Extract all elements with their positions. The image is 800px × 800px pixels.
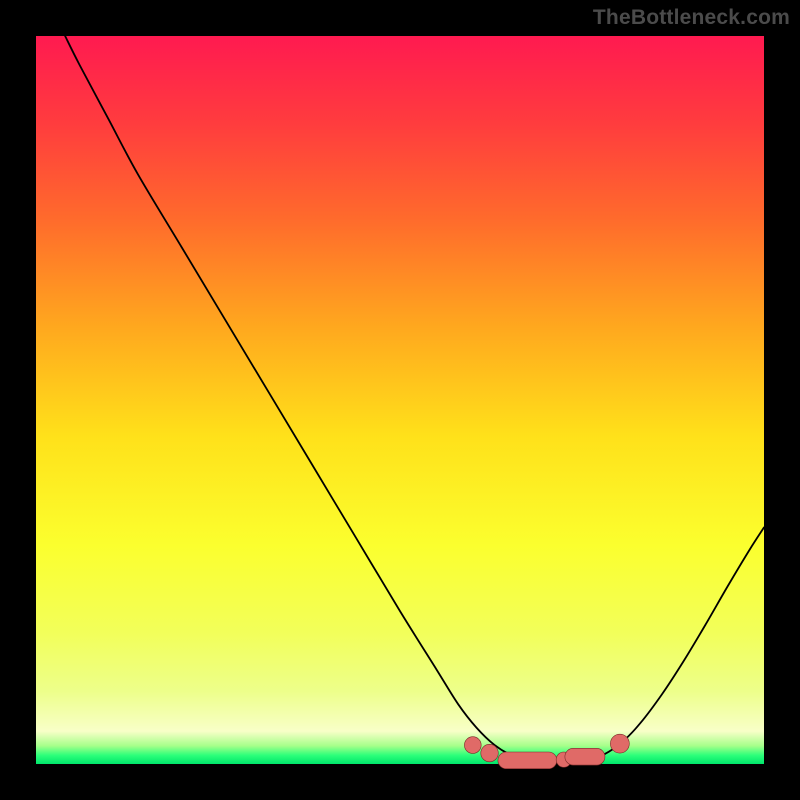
watermark-label: TheBottleneck.com <box>593 6 790 30</box>
marker-dot <box>481 744 498 761</box>
marker-dot <box>610 734 629 753</box>
marker-dot <box>464 737 481 754</box>
marker-pill <box>565 748 605 765</box>
bottleneck-curve-chart <box>0 0 800 800</box>
plot-background <box>36 36 764 764</box>
marker-pill <box>498 752 557 769</box>
